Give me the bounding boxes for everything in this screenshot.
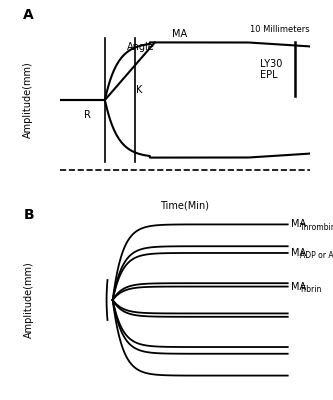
Text: ADP or AA: ADP or AA	[300, 251, 333, 260]
Text: B: B	[24, 208, 35, 222]
Text: MA: MA	[291, 248, 306, 258]
Text: Amplitude(mm): Amplitude(mm)	[22, 62, 33, 138]
Text: A: A	[22, 8, 33, 22]
Text: Thrombin: Thrombin	[300, 223, 333, 232]
Text: K: K	[136, 85, 143, 95]
Text: MA: MA	[291, 282, 306, 292]
Text: R: R	[84, 110, 91, 120]
Text: Fibrin: Fibrin	[300, 285, 321, 294]
Text: Time(Min): Time(Min)	[160, 201, 209, 211]
Text: Angle: Angle	[127, 42, 155, 52]
Text: Amplitude(mm): Amplitude(mm)	[24, 262, 34, 338]
Text: MA: MA	[291, 220, 306, 230]
Text: 10 Millimeters: 10 Millimeters	[250, 25, 309, 34]
Text: MA: MA	[172, 29, 187, 39]
Text: LY30
EPL: LY30 EPL	[260, 59, 282, 80]
